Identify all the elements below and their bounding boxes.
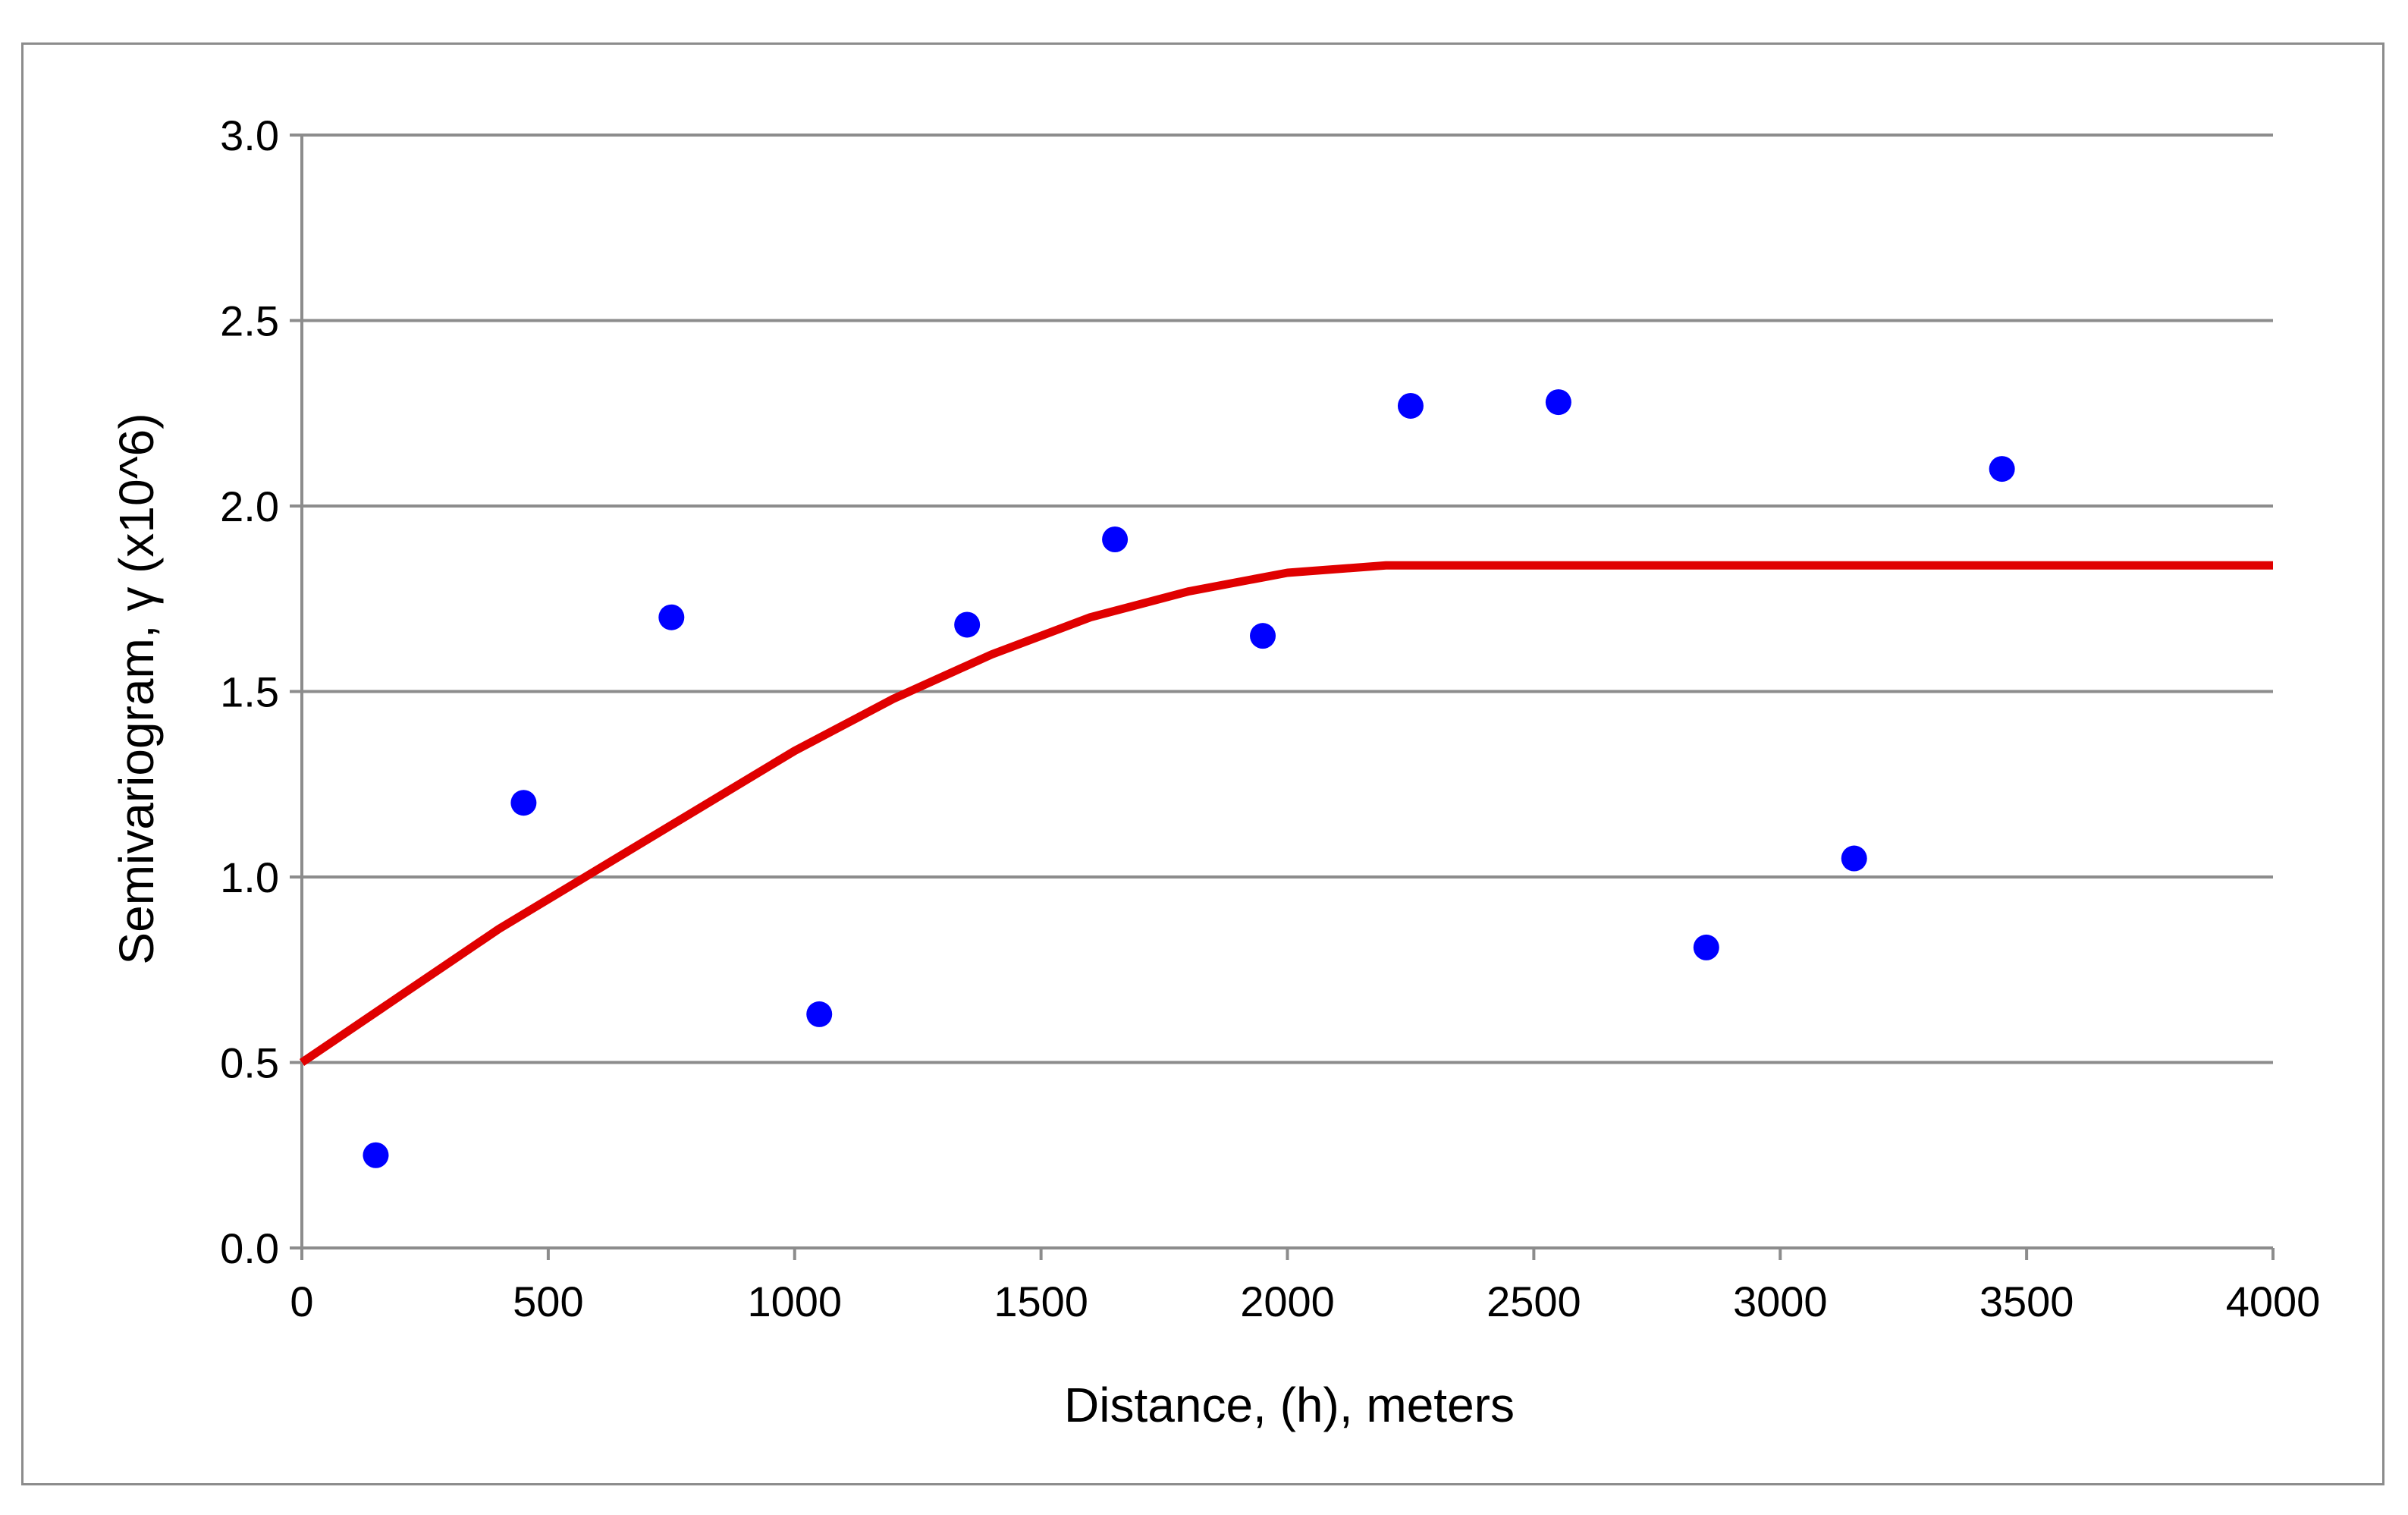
grid-lines	[302, 134, 2273, 1064]
tick-labels: 0.0 0.5 1.0 1.5 2.0 2.5 3.0 0 500 1000 1500 2000 250…	[220, 112, 2320, 1325]
data-point-0	[363, 1142, 389, 1168]
x-tick-label-1: 500	[513, 1278, 583, 1325]
x-axis-title: Distance, (h), meters	[1064, 1378, 1515, 1432]
y-tick-label-3: 1.5	[220, 668, 279, 716]
x-tick-label-8: 4000	[2226, 1278, 2321, 1325]
y-tick-label-5: 2.5	[220, 297, 279, 345]
y-tick-label-1: 0.5	[220, 1039, 279, 1087]
x-tick-label-3: 1500	[994, 1278, 1088, 1325]
data-point-9	[1693, 934, 1719, 960]
axes	[290, 134, 2275, 1260]
data-point-7	[1397, 392, 1424, 419]
x-tick-label-4: 2000	[1240, 1278, 1335, 1325]
x-tick-label-6: 3000	[1733, 1278, 1828, 1325]
model-curve	[299, 561, 2273, 1067]
data-point-4	[954, 611, 981, 638]
data-points	[363, 389, 2015, 1168]
model-line-series-1	[299, 561, 2273, 1067]
data-point-1	[510, 790, 537, 816]
x-tick-label-0: 0	[290, 1278, 313, 1325]
data-point-6	[1250, 623, 1276, 649]
y-tick-label-2: 1.0	[220, 853, 279, 901]
data-point-8	[1545, 389, 1571, 416]
y-tick-label-4: 2.0	[220, 482, 279, 530]
chart-frame	[21, 42, 2384, 1485]
y-tick-label-6: 3.0	[220, 112, 279, 159]
data-point-2	[658, 604, 685, 630]
data-point-10	[1841, 845, 1867, 872]
x-tick-label-5: 2500	[1487, 1278, 1581, 1325]
y-tick-label-0: 0.0	[220, 1224, 279, 1272]
y-axis-title: Semivariogram, γ (x10^6)	[109, 413, 164, 964]
data-point-3	[806, 1001, 833, 1027]
data-point-11	[1989, 456, 2015, 482]
x-tick-label-7: 3500	[1979, 1278, 2074, 1325]
data-point-5	[1102, 526, 1129, 553]
x-tick-label-2: 1000	[747, 1278, 842, 1325]
